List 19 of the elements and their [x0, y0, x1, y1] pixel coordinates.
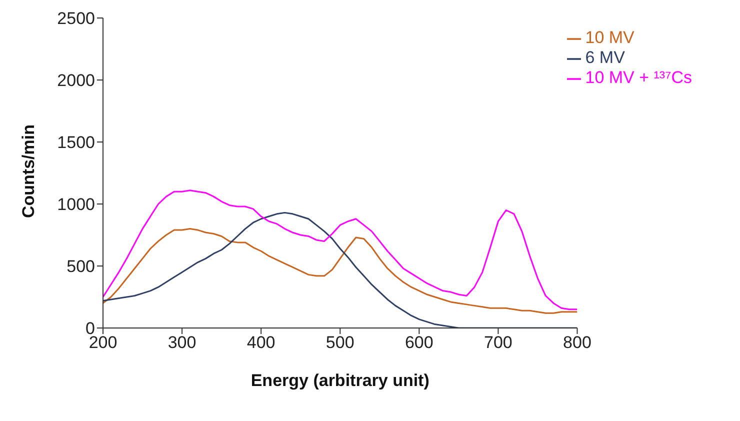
line-series [103, 228, 578, 314]
y-tick-label: 1000 [57, 195, 95, 214]
y-tick-label: 2000 [57, 71, 95, 90]
legend-label: 10 MV [585, 28, 634, 47]
x-tick-label: 600 [404, 333, 434, 352]
x-tick-label: 800 [563, 333, 592, 352]
y-axis-title: Counts/min [19, 124, 38, 218]
x-tick-label: 200 [88, 333, 118, 352]
y-tick-label: 1500 [57, 133, 95, 152]
legend-label: 10 MV + ¹³⁷Cs [585, 68, 692, 87]
line-series [103, 190, 578, 310]
x-tick-label: 300 [168, 333, 196, 352]
y-tick-label: 500 [66, 257, 95, 276]
legend-label: 6 MV [585, 48, 625, 67]
x-tick-label: 400 [246, 333, 276, 352]
x-tick-label: 700 [484, 333, 512, 352]
x-tick-label: 500 [326, 333, 354, 352]
y-tick-label: 2500 [57, 9, 95, 28]
x-axis-title: Energy (arbitrary unit) [250, 371, 430, 390]
